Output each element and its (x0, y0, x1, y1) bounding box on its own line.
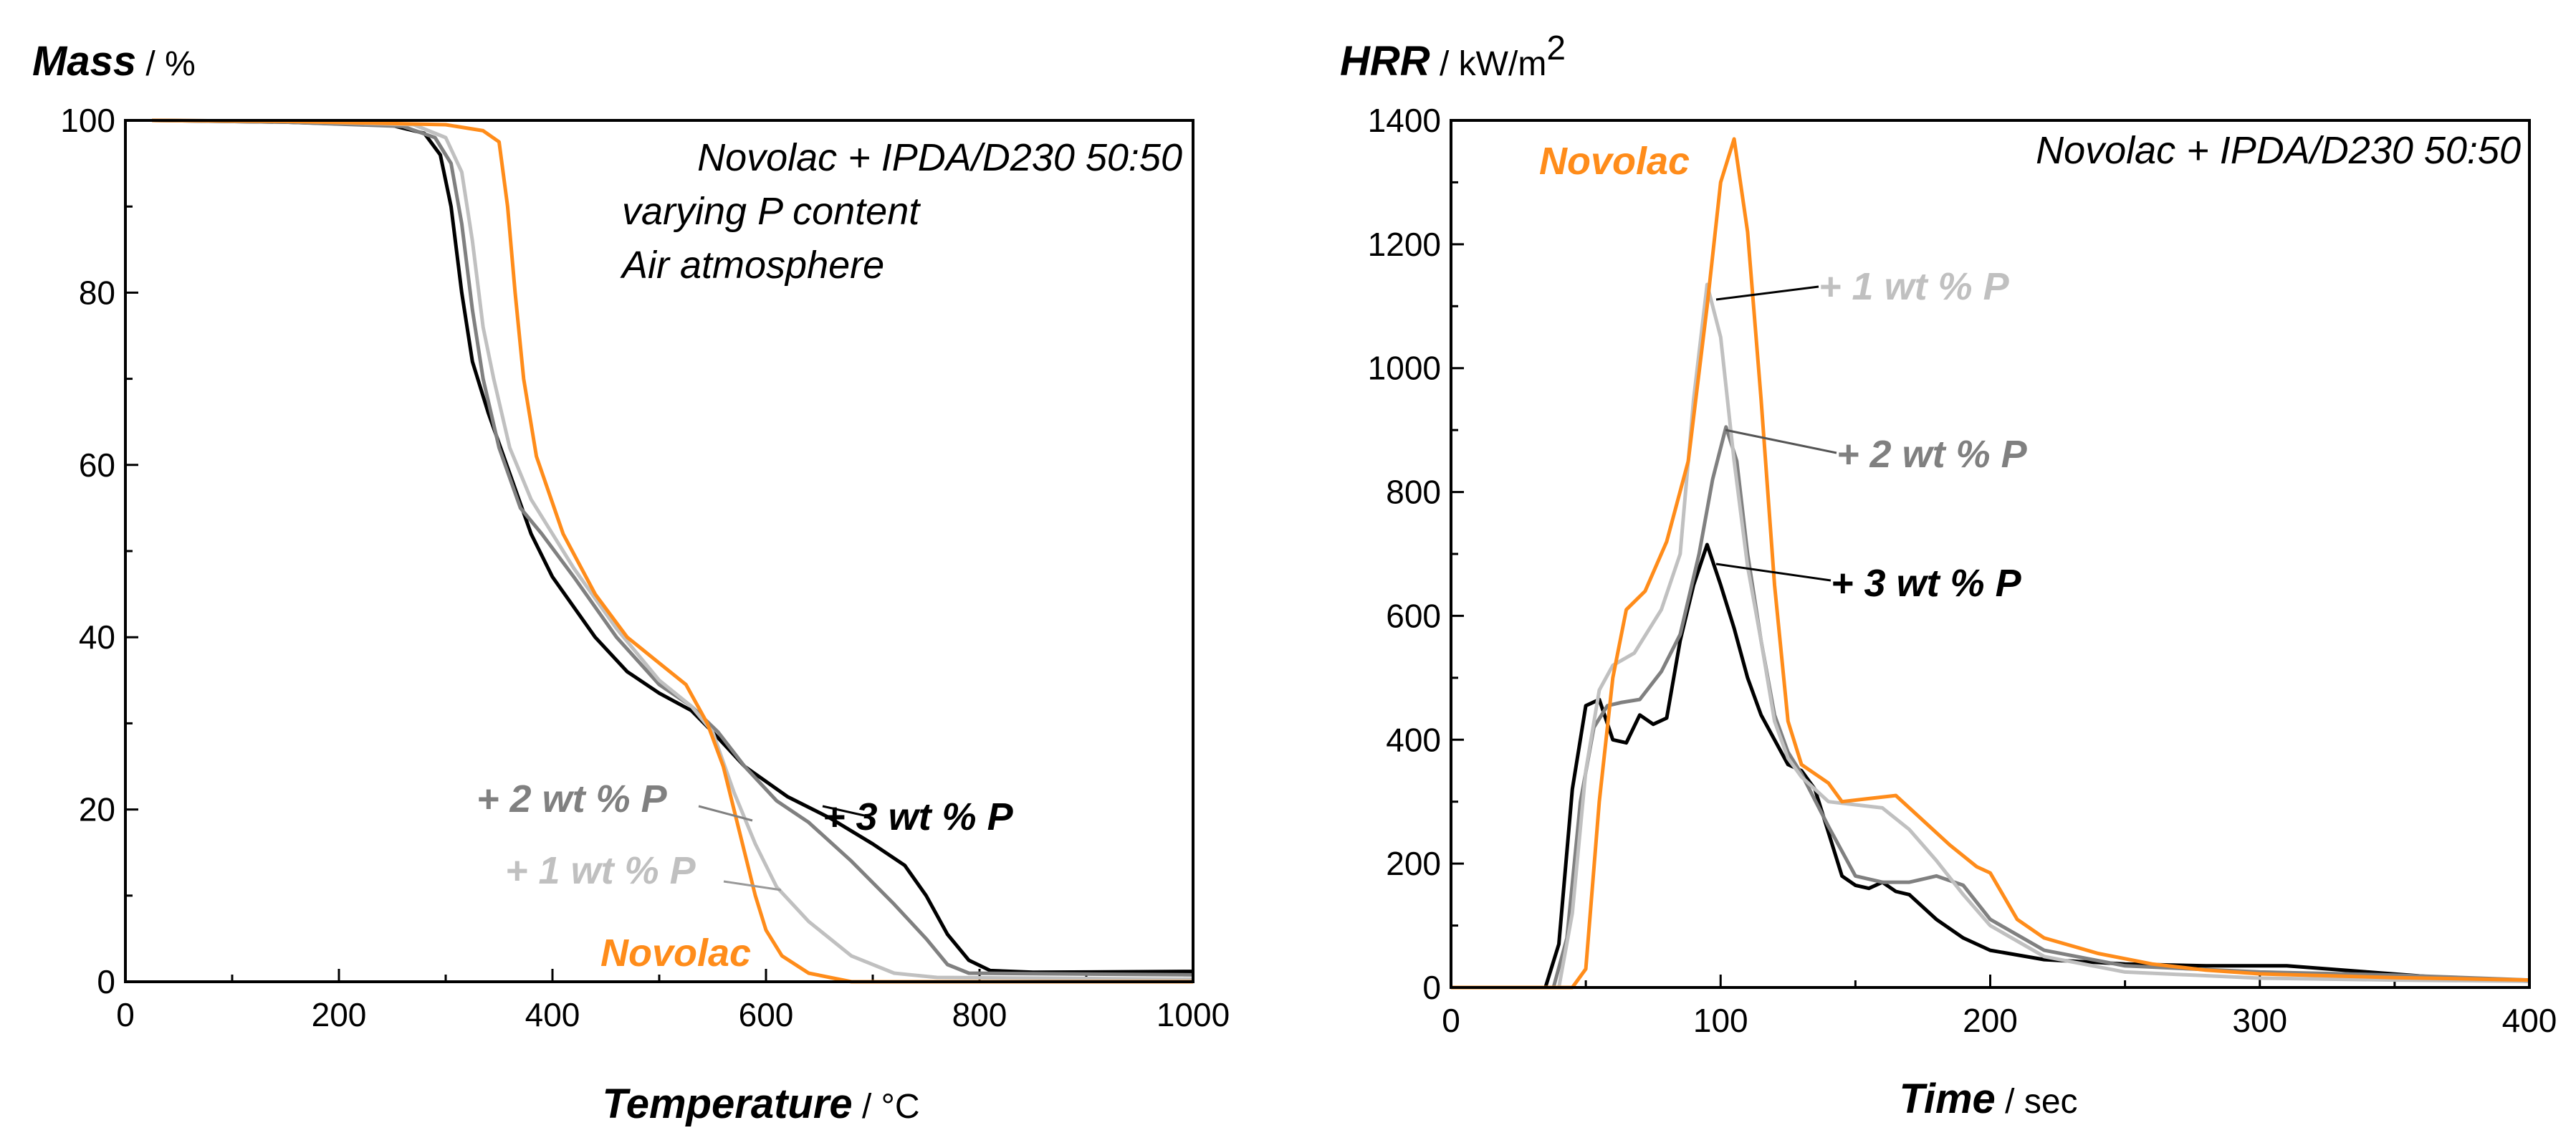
hrr-leader-3wt (1715, 563, 1832, 582)
hrr-ylabel: HRR / kW/m2 (1340, 29, 1566, 85)
tga-leader-2wt (698, 805, 753, 822)
tga-leader-1wt (723, 880, 782, 891)
hrr-x-tick-label: 0 (1442, 1002, 1460, 1039)
hrr-xlabel-unit: / sec (1996, 1083, 2078, 1121)
tga-annotation-line-1: Novolac + IPDA/D230 50:50 (697, 136, 1182, 179)
hrr-label-3wt: + 3 wt % P (1831, 562, 2022, 605)
hrr-series-1-wt-p (1451, 282, 2530, 990)
hrr-annotation: Novolac + IPDA/D230 50:50 (2036, 129, 2521, 172)
hrr-panel: HRR / kW/m2 Time / sec 0 100 200 300 400 0 200… (1340, 29, 2557, 1122)
tga-plot-frame (124, 119, 1194, 983)
tga-ticks: 0 200 400 600 800 1000 0 20 40 60 80 100 (60, 102, 1230, 1033)
hrr-leader-1wt (1715, 285, 1819, 301)
hrr-ylabel-main: HRR (1340, 38, 1430, 85)
tga-leader-3wt (822, 805, 871, 818)
hrr-y-tick-label: 600 (1386, 597, 1441, 634)
hrr-ylabel-unit: / kW/m (1430, 45, 1547, 83)
hrr-series-2-wt-p (1451, 425, 2530, 990)
hrr-y-tick-label: 1000 (1368, 350, 1441, 387)
hrr-y-tick-label: 400 (1386, 721, 1441, 758)
tga-x-tick-label: 1000 (1157, 996, 1230, 1033)
tga-xlabel-main: Temperature (602, 1081, 852, 1127)
tga-label-3wt: + 3 wt % P (823, 795, 1014, 838)
hrr-label-2wt: + 2 wt % P (1837, 433, 2028, 476)
hrr-x-tick-label: 400 (2502, 1002, 2557, 1039)
hrr-y-tick-label: 200 (1386, 845, 1441, 882)
hrr-xlabel: Time / sec (1899, 1076, 2077, 1122)
tga-x-tick-label: 800 (952, 996, 1007, 1033)
hrr-y-tick-label: 800 (1386, 474, 1441, 511)
hrr-y-tick-label: 0 (1422, 969, 1441, 1006)
hrr-y-tick-label: 1400 (1368, 102, 1441, 139)
hrr-series (1451, 137, 2530, 990)
hrr-ticks: 0 100 200 300 400 0 200 400 600 800 1000 1200 1400 (1368, 102, 2557, 1039)
tga-ylabel-unit: / % (136, 45, 196, 83)
tga-y-tick-label: 40 (79, 618, 115, 656)
tga-series-1-wt-p (152, 118, 1194, 981)
tga-series-novolac (152, 118, 1193, 984)
tga-label-1wt: + 1 wt % P (505, 849, 696, 892)
tga-series-2-wt-p (152, 118, 1194, 977)
tga-annotation-line-2: varying P content (622, 190, 921, 233)
hrr-label-novolac: Novolac (1539, 140, 1690, 183)
tga-y-tick-label: 20 (79, 791, 115, 828)
tga-y-tick-label: 80 (79, 274, 115, 311)
hrr-x-tick-label: 100 (1693, 1002, 1748, 1039)
hrr-leader-2wt (1725, 429, 1837, 454)
tga-y-tick-label: 60 (79, 446, 115, 484)
tga-label-2wt: + 2 wt % P (477, 778, 668, 821)
tga-x-tick-label: 600 (739, 996, 794, 1033)
tga-xlabel: Temperature / °C (602, 1081, 919, 1127)
hrr-plot-frame (1450, 119, 2531, 989)
tga-ylabel-main: Mass (32, 38, 136, 85)
tga-ylabel: Mass / % (32, 38, 196, 85)
tga-series (152, 118, 1194, 984)
hrr-y-tick-label: 1200 (1368, 226, 1441, 263)
tga-x-tick-label: 400 (525, 996, 580, 1033)
tga-xlabel-unit: / °C (853, 1088, 920, 1126)
tga-annotation-line-3: Air atmosphere (620, 244, 884, 287)
hrr-x-tick-label: 300 (2232, 1002, 2287, 1039)
tga-y-tick-label: 100 (60, 102, 115, 139)
tga-y-tick-label: 0 (97, 963, 115, 1000)
tga-panel: Mass / % Temperature / °C 0 200 400 600 800 1… (32, 38, 1230, 1127)
tga-x-tick-label: 200 (312, 996, 367, 1033)
hrr-series-novolac (1451, 137, 2530, 990)
tga-series-3-wt-p (152, 118, 1194, 975)
tga-x-tick-label: 0 (116, 996, 135, 1033)
tga-label-novolac: Novolac (600, 932, 751, 975)
hrr-x-tick-label: 200 (1963, 1002, 2018, 1039)
hrr-label-1wt: + 1 wt % P (1819, 265, 2010, 308)
hrr-ylabel-sup: 2 (1546, 29, 1566, 67)
hrr-xlabel-main: Time (1899, 1076, 1995, 1122)
hrr-series-3-wt-p (1451, 542, 2530, 990)
